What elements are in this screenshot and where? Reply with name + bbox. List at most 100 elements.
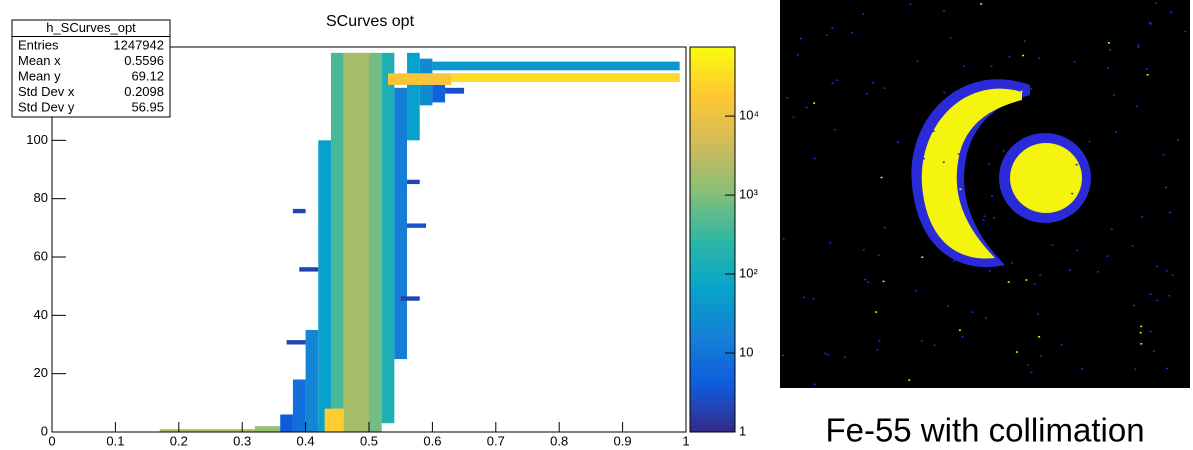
cell [394,87,408,360]
colorbar-tick-label: 10⁴ [739,108,759,123]
noise-dot [988,163,991,165]
noise-dot [862,13,865,15]
noise-dot [1137,46,1140,48]
noise-dot [805,106,808,109]
noise-dot [1168,294,1171,297]
cell [369,52,382,432]
noise-dot [993,217,996,219]
colorbar-step [690,226,735,234]
noise-dot [829,241,832,244]
noise-dot [1039,355,1042,357]
y-tick-label: 60 [34,248,48,263]
noise-dot [1155,265,1158,268]
noise-dot [909,3,912,6]
x-tick-label: 0.3 [233,433,251,448]
noise-dot [1033,283,1036,285]
noise-dot [843,356,846,358]
noise-dot [983,215,986,217]
noise-dot [826,353,829,356]
noise-dot [825,34,828,36]
cell [407,52,420,141]
noise-dot [991,195,994,197]
noise-dot [1176,139,1179,141]
cell [292,208,306,214]
colorbar-step [690,252,735,260]
colorbar-step [690,188,735,196]
colorbar-step [690,361,735,369]
noise-dot [984,317,987,319]
colorbar-step [690,59,735,67]
noise-dot [1152,350,1155,353]
noise-dot [1082,189,1085,191]
cell [407,179,420,185]
colorbar-step [690,342,735,350]
colorbar-step [690,175,735,183]
noise-dot [1076,249,1079,252]
noise-dot [812,298,815,300]
colorbar-step [690,297,735,305]
noise-dot [961,335,964,338]
noise-dot [833,128,836,131]
colorbar-step [690,53,735,61]
noise-dot [864,278,867,281]
colorbar-step [690,98,735,106]
noise-dot [896,141,899,144]
x-tick-label: 0.2 [170,433,188,448]
noise-dot [878,339,881,342]
noise-dot [988,270,991,272]
noise-dot [943,91,946,94]
noise-dot [1140,343,1143,345]
noise-dot [1140,325,1143,328]
noise-dot [1073,61,1076,63]
stats-value: 69.12 [131,69,164,84]
cell [292,379,306,432]
colorbar-step [690,143,735,151]
noise-dot [831,82,834,84]
noise-dot [1038,336,1041,338]
noise-dot [1025,279,1028,281]
cell [330,52,344,409]
noise-dot [1075,163,1078,166]
colorbar-tick-label: 10² [739,265,758,280]
colorbar-step [690,265,735,273]
noise-dot [1170,11,1173,14]
cell [286,340,306,345]
stats-key: Entries [18,38,59,53]
colorbar-step [690,162,735,170]
noise-dot [916,60,919,62]
noise-dot [883,87,886,89]
cell [343,52,369,432]
noise-dot [862,249,865,251]
colorbar-frame [689,46,736,433]
stats-box: h_SCurves_opt Entries 1247942 Mean x 0.5596 M… [11,19,171,118]
noise-dot [1088,140,1091,143]
noise-dot [1149,330,1152,333]
noise-dot [1030,88,1033,90]
noise-dot [1141,216,1144,218]
stats-title: h_SCurves_opt [46,20,136,35]
cell [432,61,680,71]
noise-dot [1146,74,1149,76]
colorbar-step [690,207,735,215]
noise-dot [1038,57,1041,59]
noise-dot [880,176,883,179]
noise-dot [1109,49,1112,51]
colorbar-step [690,117,735,125]
colorbar-tick-label: 1 [739,423,746,438]
colorbar-step [690,201,735,208]
colorbar-step [690,104,735,112]
noise-dot [803,296,806,299]
noise-dot [1114,131,1117,133]
colorbar-step [690,85,735,93]
noise-dot [1112,94,1115,97]
colorbar-step [690,239,735,247]
colorbar-step [690,329,735,337]
colorbar-step [690,220,735,228]
noise-dot [990,65,993,67]
colorbar-step [690,47,735,54]
noise-dot [958,329,961,331]
colorbar-step [690,72,735,80]
noise-dot [1139,331,1142,334]
x-tick-label: 0.7 [487,433,505,448]
x-tick-label: 1 [682,433,689,448]
